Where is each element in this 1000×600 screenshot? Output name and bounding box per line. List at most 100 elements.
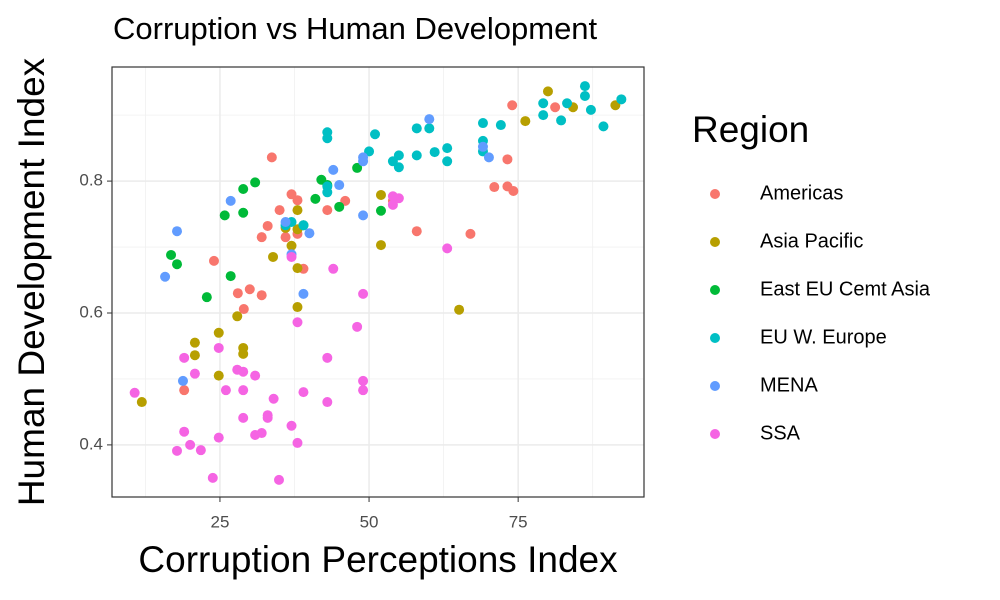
point [238, 348, 249, 359]
point [262, 220, 273, 231]
y-tick-label: 0.6 [79, 302, 103, 321]
legend-marker [710, 237, 720, 247]
point [429, 147, 440, 158]
point [286, 240, 297, 251]
point [375, 205, 386, 216]
point [244, 284, 255, 295]
point [201, 292, 212, 303]
point [238, 412, 249, 423]
point [292, 437, 303, 448]
y-tick-label: 0.8 [79, 171, 103, 190]
point [454, 304, 465, 315]
point [213, 327, 224, 338]
legend-label: Asia Pacific [760, 230, 863, 252]
legend-label: EU W. Europe [760, 326, 887, 348]
point [179, 385, 190, 396]
point [172, 226, 183, 237]
point [358, 210, 369, 221]
point [358, 385, 369, 396]
point [250, 370, 261, 381]
point [286, 251, 297, 262]
point [129, 387, 140, 398]
point [387, 199, 398, 210]
point [477, 118, 488, 129]
legend-label: SSA [760, 422, 801, 444]
x-axis-title: Corruption Perceptions Index [138, 539, 618, 580]
point [286, 420, 297, 431]
legend-marker [710, 429, 720, 439]
point [310, 193, 321, 204]
x-tick-label: 25 [210, 512, 229, 531]
point [322, 205, 333, 216]
point [442, 243, 453, 254]
point [370, 129, 381, 140]
point [424, 123, 435, 134]
point [256, 232, 267, 243]
point [465, 228, 476, 239]
legend-marker [710, 189, 720, 199]
y-axis-title: Human Development Index [11, 57, 52, 506]
point [172, 445, 183, 456]
point [185, 439, 196, 450]
point [556, 115, 567, 126]
point [273, 474, 284, 485]
point [238, 207, 249, 218]
point [232, 288, 243, 299]
point [322, 133, 333, 144]
point [256, 428, 267, 439]
legend-marker [710, 333, 720, 343]
point [238, 304, 249, 315]
point [579, 81, 590, 92]
point [280, 232, 291, 243]
point [166, 249, 177, 260]
x-tick-label: 75 [509, 512, 528, 531]
point [292, 263, 303, 274]
point [538, 98, 549, 109]
point [598, 121, 609, 132]
point [225, 195, 236, 206]
legend-title: Region [692, 109, 809, 150]
point [189, 350, 200, 361]
point [322, 352, 333, 363]
legend-marker [710, 285, 720, 295]
legend-label: MENA [760, 374, 818, 396]
point [322, 187, 333, 198]
point [502, 154, 513, 165]
point [562, 98, 573, 109]
point [328, 263, 339, 274]
plot-border [111, 66, 645, 498]
point [387, 191, 398, 202]
point [213, 432, 224, 443]
point [172, 259, 183, 270]
point [304, 228, 315, 239]
point [256, 290, 267, 301]
point [207, 472, 218, 483]
point [393, 162, 404, 173]
point [579, 91, 590, 102]
point [274, 205, 285, 216]
point [520, 116, 531, 127]
point [585, 104, 596, 115]
point [328, 164, 339, 175]
point [219, 210, 230, 221]
point [352, 162, 363, 173]
point [213, 370, 224, 381]
point [411, 123, 422, 134]
point [298, 387, 309, 398]
point [179, 426, 190, 437]
point [177, 375, 188, 386]
point [489, 182, 500, 193]
point [411, 226, 422, 237]
point [238, 366, 249, 377]
point [292, 302, 303, 313]
point [225, 271, 236, 282]
point [334, 201, 345, 212]
legend-label: East EU Cemt Asia [760, 278, 931, 300]
point [542, 86, 553, 97]
point [442, 156, 453, 167]
point [358, 288, 369, 299]
point [195, 445, 206, 456]
point [508, 185, 519, 196]
point [280, 216, 291, 227]
